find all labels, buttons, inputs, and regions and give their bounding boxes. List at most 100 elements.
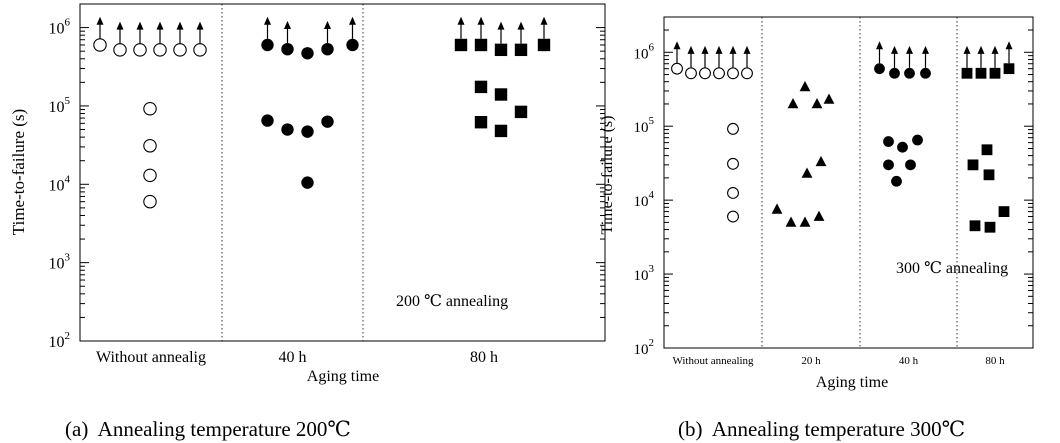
x-category-label: 40 h <box>279 349 307 366</box>
data-point <box>281 42 294 56</box>
runout-arrowhead <box>116 21 124 30</box>
data-point <box>969 220 981 232</box>
runout-arrowhead <box>715 45 723 54</box>
data-point <box>671 62 683 75</box>
runout-arrowhead <box>477 16 485 25</box>
axis-labels: Time-to-failure (s) Aging time 300 ℃ ann… <box>599 116 1008 441</box>
data-point <box>741 67 753 80</box>
data-point <box>785 216 797 227</box>
data-point <box>321 42 334 56</box>
data-point <box>889 67 900 79</box>
data-point <box>143 194 157 209</box>
data-point <box>897 141 908 153</box>
runout-arrowhead <box>977 45 985 54</box>
data-point <box>153 43 167 57</box>
x-category-label: Without annealing <box>672 355 754 367</box>
data-markers <box>671 41 1015 233</box>
data-point <box>713 67 725 80</box>
runout-arrowhead <box>673 41 681 50</box>
y-tick-label: 106 <box>49 17 71 38</box>
runout-arrowhead <box>324 20 331 29</box>
data-point <box>143 102 157 116</box>
data-point <box>173 43 187 57</box>
runout-arrowhead <box>96 16 104 25</box>
data-point <box>981 144 993 156</box>
data-point <box>727 67 739 80</box>
data-point <box>143 168 157 183</box>
data-point <box>494 88 508 101</box>
runout-arrowhead <box>176 21 184 30</box>
runout-arrowhead <box>349 16 356 25</box>
data-point <box>874 63 885 75</box>
data-point <box>346 38 359 52</box>
data-point <box>301 125 314 138</box>
y-tick-label: 102 <box>634 337 655 358</box>
data-point <box>301 47 314 60</box>
data-point <box>813 210 825 221</box>
data-point <box>685 67 697 80</box>
x-axis-label: Aging time <box>307 368 379 385</box>
runout-arrowhead <box>701 45 709 54</box>
data-point <box>975 67 987 79</box>
runout-arrowhead <box>284 20 291 29</box>
data-point <box>815 155 827 167</box>
runout-arrowhead <box>457 16 465 25</box>
data-point <box>474 80 488 94</box>
y-tick-label: 106 <box>634 41 655 62</box>
data-point <box>494 43 508 57</box>
data-point <box>883 136 894 147</box>
y-tick-label: 105 <box>634 115 655 136</box>
data-point <box>474 38 488 52</box>
data-point <box>193 43 207 57</box>
data-point <box>904 67 915 79</box>
runout-arrowhead <box>540 16 548 25</box>
panel-caption: (a) Annealing temperature 200℃ <box>65 417 351 441</box>
data-point <box>799 216 811 227</box>
y-axis-label: Time-to-failure (s) <box>599 116 616 235</box>
runout-arrowhead <box>876 41 883 50</box>
data-point <box>133 43 147 57</box>
data-point <box>799 80 811 92</box>
data-point <box>989 67 1001 79</box>
y-tick-label: 104 <box>49 173 71 194</box>
runout-arrowhead <box>497 21 505 30</box>
data-point <box>967 159 979 171</box>
x-category-label: 80 h <box>470 349 498 366</box>
runout-arrowhead <box>743 45 751 54</box>
data-point <box>454 38 468 52</box>
runout-arrowhead <box>196 21 204 30</box>
plot-frame <box>663 16 1034 349</box>
axis-labels: Time-to-failure (s) Aging time 200 ℃ ann… <box>9 109 508 441</box>
data-point <box>983 169 995 181</box>
data-point <box>891 175 902 187</box>
data-point <box>912 134 923 146</box>
data-point <box>811 98 823 109</box>
data-point <box>321 115 334 128</box>
data-point <box>920 67 931 79</box>
data-point <box>1003 63 1015 75</box>
runout-arrowhead <box>729 45 737 54</box>
data-markers <box>93 16 551 209</box>
data-point <box>771 203 783 214</box>
data-point <box>494 124 508 138</box>
runout-arrowhead <box>922 45 929 54</box>
y-tick-label: 103 <box>634 263 655 284</box>
category-dividers: Without annealig 40 h 80 h <box>96 4 498 366</box>
data-point <box>727 210 739 223</box>
y-axis-ticks: 102 103 104 105 106 <box>49 3 605 351</box>
data-point <box>93 38 107 52</box>
x-category-label: Without annealig <box>96 349 206 366</box>
y-tick-label: 103 <box>49 252 71 273</box>
data-point <box>261 114 274 127</box>
panel-caption: (b) Annealing temperature 300℃ <box>678 417 965 441</box>
data-point <box>883 159 894 171</box>
chart-panel-annealing-200: 102 103 104 105 106 Without annealig 40 h 80 h… <box>9 3 606 441</box>
chart-panel-annealing-300: 102 103 104 105 106 Without annealing 20 h 40 … <box>599 16 1034 441</box>
runout-arrowhead <box>264 16 271 25</box>
data-point <box>514 105 528 119</box>
data-point <box>514 43 528 57</box>
runout-arrowhead <box>991 45 999 54</box>
runout-arrowhead <box>156 21 164 30</box>
annotation-label: 200 ℃ annealing <box>396 293 508 310</box>
